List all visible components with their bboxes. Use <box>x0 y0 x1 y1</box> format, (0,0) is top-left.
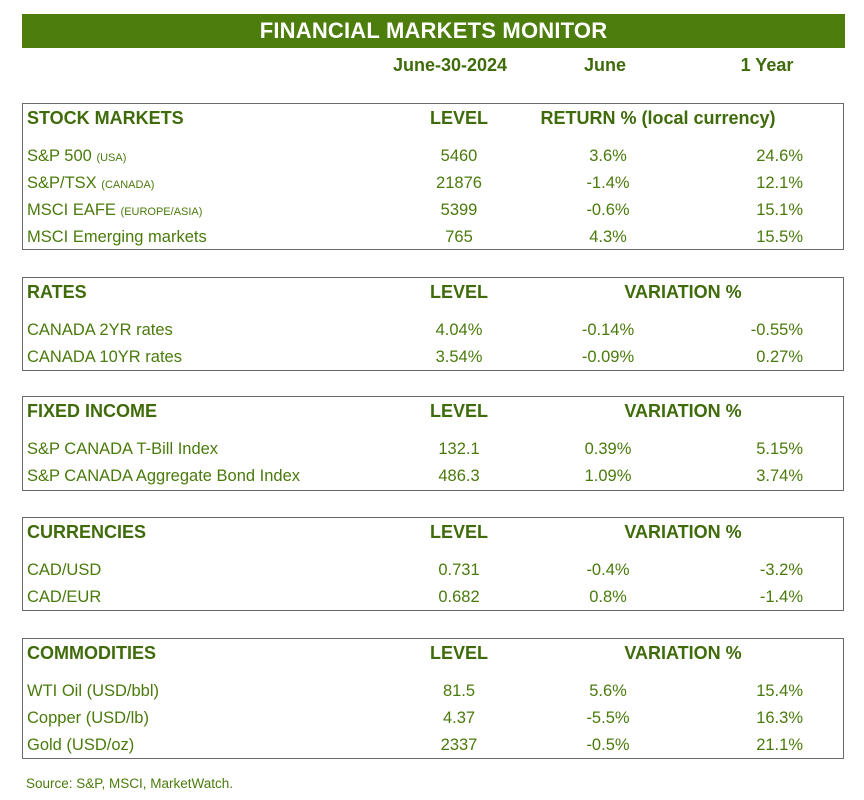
change-label: VARIATION % <box>624 643 742 663</box>
section-title: FIXED INCOME <box>27 401 158 421</box>
row-level: 0.731 <box>438 561 480 579</box>
row-name: S&P 500 (USA) <box>27 147 127 165</box>
row-name: CANADA 10YR rates <box>27 348 182 366</box>
row-name: Gold (USD/oz) <box>27 736 135 754</box>
row-year: 12.1% <box>756 174 803 192</box>
row-year: 0.27% <box>756 348 803 366</box>
row-year: -0.55% <box>750 321 803 339</box>
row-year: 3.74% <box>756 467 803 485</box>
table-row: CAD/USD 0.731 -0.4% -3.2% <box>23 558 843 585</box>
row-month: 4.3% <box>589 228 627 246</box>
change-label: VARIATION % <box>624 522 742 542</box>
section-title: CURRENCIES <box>27 522 147 542</box>
row-month: 1.09% <box>584 467 632 485</box>
row-name: S&P/TSX (CANADA) <box>27 174 155 192</box>
row-name: S&P CANADA Aggregate Bond Index <box>27 467 301 485</box>
row-level: 0.682 <box>438 588 480 606</box>
level-label: LEVEL <box>429 282 488 302</box>
row-qualifier: (USA) <box>96 152 127 164</box>
section-title: STOCK MARKETS <box>27 108 184 128</box>
table-row: MSCI Emerging markets 765 4.3% 15.5% <box>23 225 843 252</box>
row-level: 3.54% <box>435 348 483 366</box>
row-name: Copper (USD/lb) <box>27 709 149 727</box>
row-year: 15.1% <box>756 201 803 219</box>
row-year: 21.1% <box>756 736 803 754</box>
table-row: S&P/TSX (CANADA) 21876 -1.4% 12.1% <box>23 171 843 198</box>
row-qualifier: (CANADA) <box>101 179 155 191</box>
row-qualifier: (EUROPE/ASIA) <box>120 206 203 218</box>
source-note: Source: S&P, MSCI, MarketWatch. <box>26 776 234 791</box>
level-label: LEVEL <box>429 401 488 421</box>
row-month: 5.6% <box>589 682 627 700</box>
section-commodities: COMMODITIES LEVEL VARIATION % WTI Oil (U… <box>22 638 844 759</box>
row-name: CANADA 2YR rates <box>27 321 173 339</box>
row-month: 0.39% <box>584 440 632 458</box>
section-header: CURRENCIES LEVEL VARIATION % <box>23 518 843 548</box>
row-month: 3.6% <box>589 147 627 165</box>
row-month: -0.6% <box>586 201 630 219</box>
row-level: 4.37 <box>442 709 476 727</box>
table-row: S&P CANADA Aggregate Bond Index 486.3 1.… <box>23 464 843 491</box>
column-header-row: June-30-2024 June 1 Year <box>0 55 864 77</box>
row-name: CAD/USD <box>27 561 102 579</box>
row-name: MSCI EAFE (EUROPE/ASIA) <box>27 201 203 219</box>
year-header: 1 Year <box>740 55 794 75</box>
row-month: -0.5% <box>586 736 630 754</box>
row-level: 765 <box>445 228 473 246</box>
section-currencies: CURRENCIES LEVEL VARIATION % CAD/USD 0.7… <box>22 517 844 611</box>
section-stock-markets: STOCK MARKETS LEVEL RETURN % (local curr… <box>22 103 844 250</box>
section-header: COMMODITIES LEVEL VARIATION % <box>23 639 843 669</box>
section-title: COMMODITIES <box>27 643 156 663</box>
row-month: 0.8% <box>589 588 627 606</box>
row-month: -0.09% <box>581 348 635 366</box>
change-label: VARIATION % <box>624 401 742 421</box>
row-level: 486.3 <box>438 467 480 485</box>
row-year: -3.2% <box>759 561 803 579</box>
table-row: CAD/EUR 0.682 0.8% -1.4% <box>23 585 843 612</box>
row-name: WTI Oil (USD/bbl) <box>27 682 159 700</box>
row-year: -1.4% <box>759 588 803 606</box>
level-label: LEVEL <box>429 522 488 542</box>
row-year: 15.5% <box>756 228 803 246</box>
row-level: 2337 <box>440 736 478 754</box>
table-row: WTI Oil (USD/bbl) 81.5 5.6% 15.4% <box>23 679 843 706</box>
row-month: -0.14% <box>581 321 635 339</box>
row-level: 132.1 <box>438 440 480 458</box>
row-year: 5.15% <box>756 440 803 458</box>
row-level: 21876 <box>436 174 482 192</box>
table-row: S&P 500 (USA) 5460 3.6% 24.6% <box>23 144 843 171</box>
level-label: LEVEL <box>429 108 488 128</box>
table-row: S&P CANADA T-Bill Index 132.1 0.39% 5.15… <box>23 437 843 464</box>
row-name: CAD/EUR <box>27 588 102 606</box>
table-row: CANADA 2YR rates 4.04% -0.14% -0.55% <box>23 318 843 345</box>
row-year: 24.6% <box>756 147 803 165</box>
table-row: Gold (USD/oz) 2337 -0.5% 21.1% <box>23 733 843 760</box>
section-header: FIXED INCOME LEVEL VARIATION % <box>23 397 843 427</box>
section-rates: RATES LEVEL VARIATION % CANADA 2YR rates… <box>22 277 844 371</box>
page-title: FINANCIAL MARKETS MONITOR <box>22 14 845 48</box>
section-header: STOCK MARKETS LEVEL RETURN % (local curr… <box>23 104 843 134</box>
row-name: S&P CANADA T-Bill Index <box>27 440 219 458</box>
section-fixed-income: FIXED INCOME LEVEL VARIATION % S&P CANAD… <box>22 396 844 491</box>
section-header: RATES LEVEL VARIATION % <box>23 278 843 308</box>
section-title: RATES <box>27 282 87 302</box>
date-header: June-30-2024 <box>392 55 508 75</box>
row-level: 5460 <box>440 147 478 165</box>
level-label: LEVEL <box>429 643 488 663</box>
row-year: 15.4% <box>756 682 803 700</box>
row-month: -5.5% <box>586 709 630 727</box>
row-level: 81.5 <box>442 682 476 700</box>
row-level: 4.04% <box>435 321 483 339</box>
table-row: MSCI EAFE (EUROPE/ASIA) 5399 -0.6% 15.1% <box>23 198 843 225</box>
month-header: June <box>583 55 626 75</box>
row-month: -0.4% <box>586 561 630 579</box>
table-row: CANADA 10YR rates 3.54% -0.09% 0.27% <box>23 345 843 372</box>
row-month: -1.4% <box>586 174 630 192</box>
change-label: RETURN % (local currency) <box>540 108 776 128</box>
row-level: 5399 <box>440 201 478 219</box>
change-label: VARIATION % <box>624 282 742 302</box>
table-row: Copper (USD/lb) 4.37 -5.5% 16.3% <box>23 706 843 733</box>
row-name: MSCI Emerging markets <box>27 228 207 246</box>
row-year: 16.3% <box>756 709 803 727</box>
